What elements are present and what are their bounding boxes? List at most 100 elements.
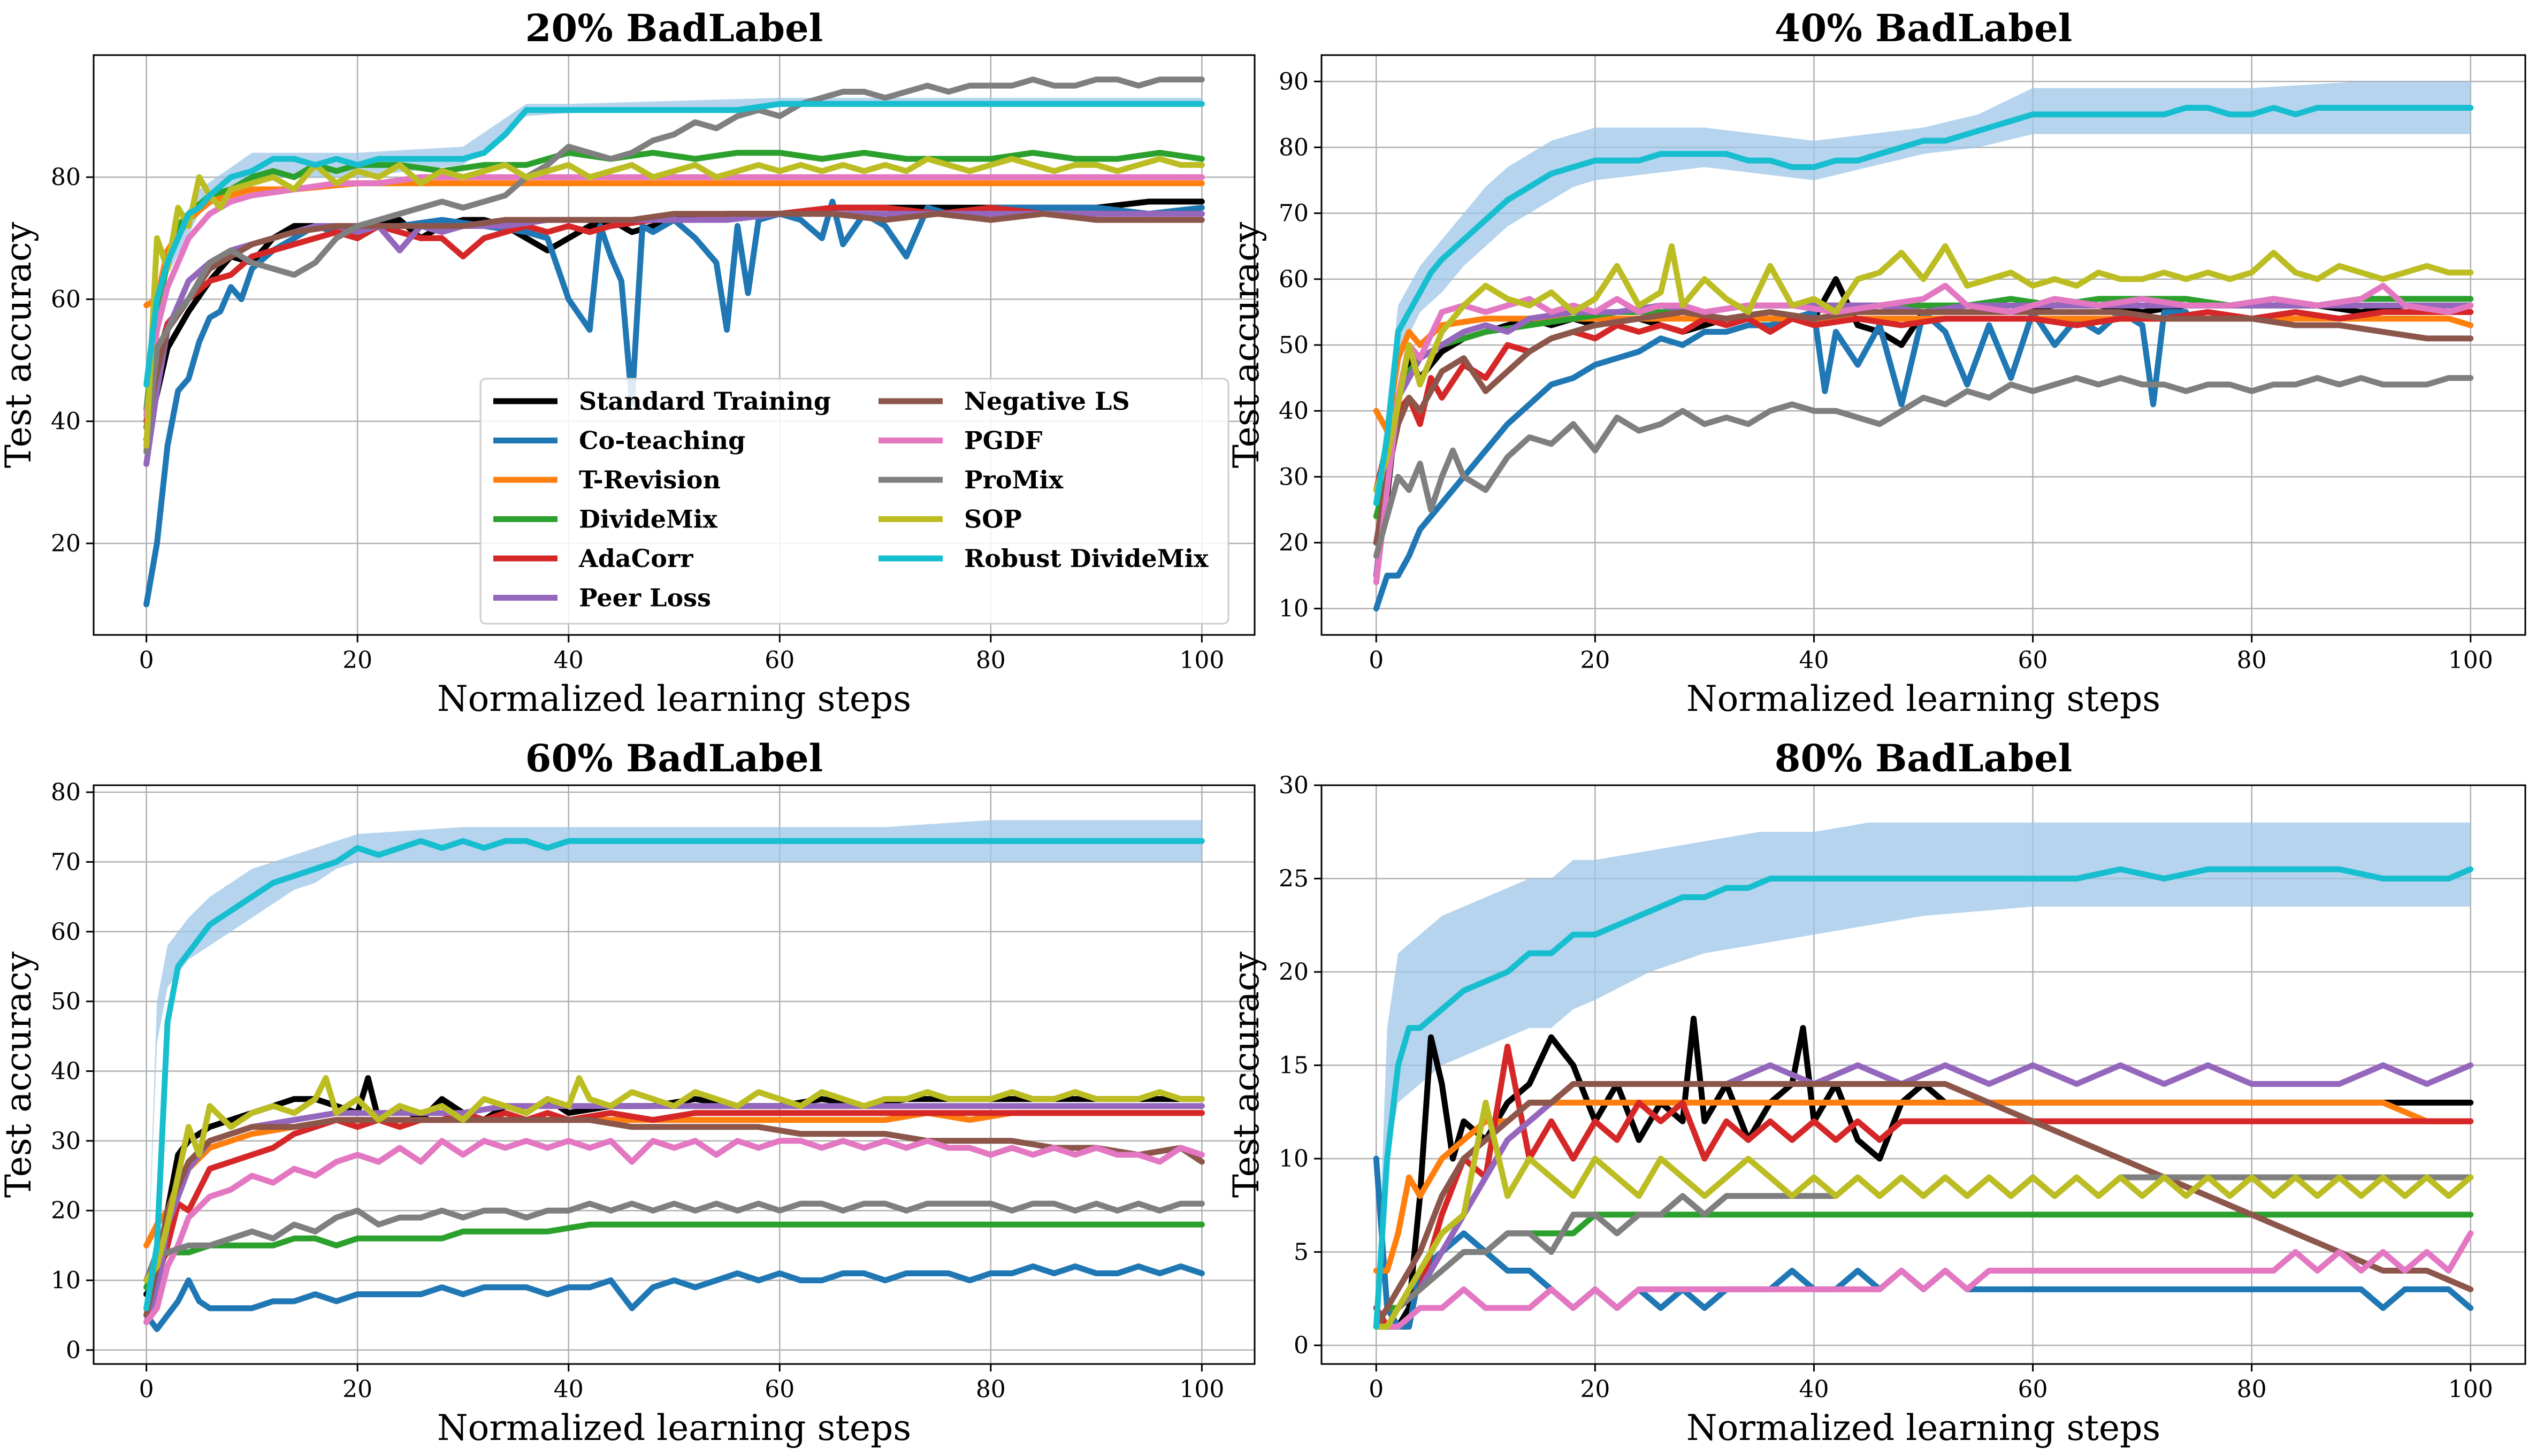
series-line-robust-dividemix — [1373, 105, 2474, 507]
x-tick-label: 40 — [554, 1376, 584, 1403]
series-line-negative-ls — [1373, 309, 2474, 546]
legend-item-robust-dividemix: Robust DivideMix — [879, 544, 1209, 573]
y-tick-label: 20 — [51, 530, 81, 557]
y-axis-label: Test accuracy — [0, 951, 39, 1198]
y-tick-label: 30 — [51, 1128, 81, 1155]
x-tick-label: 80 — [976, 647, 1006, 674]
legend: Standard Training Co-teaching T-Revision Di… — [479, 378, 1229, 625]
x-tick-label: 0 — [139, 1376, 154, 1403]
series-line-peer-loss — [1373, 302, 2474, 579]
series-line-t-revision — [1373, 1099, 2474, 1274]
panel-title: 20% BadLabel — [525, 6, 823, 50]
series-line-dividemix — [143, 1221, 1205, 1291]
series-line-adacorr — [1373, 309, 2474, 493]
series-line-dividemix — [1373, 1212, 2474, 1330]
legend-item-pgdf: PGDF — [879, 426, 1043, 455]
legend-label: Robust DivideMix — [964, 544, 1209, 573]
x-tick-label: 80 — [2237, 647, 2267, 674]
legend-item-dividemix: DivideMix — [493, 505, 717, 534]
legend-label: PGDF — [964, 426, 1043, 455]
x-tick-label: 100 — [2448, 647, 2493, 674]
confidence-band-robust-dividemix — [146, 97, 1202, 385]
x-axis-label: Normalized learning steps — [1686, 678, 2160, 719]
x-tick-label: 20 — [342, 647, 372, 674]
x-tick-label: 20 — [1580, 647, 1610, 674]
panel-title: 40% BadLabel — [1775, 6, 2072, 50]
series-line-negative-ls — [143, 211, 1205, 431]
series-line-promix — [143, 1200, 1205, 1284]
series-line-pgdf — [143, 1138, 1205, 1325]
confidence-band-robust-dividemix — [1376, 81, 2471, 503]
panel-title: 80% BadLabel — [1775, 736, 2072, 780]
y-tick-label: 10 — [1279, 1145, 1309, 1173]
series-line-sop — [1373, 1099, 2474, 1330]
y-tick-label: 40 — [1279, 397, 1309, 425]
plot-frame — [1320, 784, 2526, 1365]
series-line-dividemix — [1373, 296, 2474, 519]
y-tick-label: 0 — [66, 1337, 81, 1364]
series-line-co-teaching — [143, 1263, 1205, 1332]
y-tick-label: 0 — [1294, 1332, 1309, 1359]
panel-60-badlabel: 0 20 40 60 80 100 0 10 20 30 40 50 60 70 80 60% BadLabe… — [0, 736, 1256, 1449]
legend-label: Negative LS — [964, 387, 1130, 416]
y-tick-label: 70 — [1279, 200, 1309, 227]
confidence-band-robust-dividemix — [146, 820, 1202, 1308]
x-tick-label: 100 — [1179, 647, 1224, 674]
legend-item-adacorr: AdaCorr — [493, 544, 693, 573]
y-tick-label: 80 — [51, 164, 81, 191]
series-line-robust-dividemix — [143, 101, 1205, 388]
x-tick-label: 0 — [1369, 1376, 1384, 1403]
x-tick-label: 100 — [2448, 1376, 2493, 1403]
panel-40-badlabel: 0 20 40 60 80 100 10 20 30 40 50 60 70 80 90 40% BadLab… — [1226, 6, 2526, 719]
y-tick-label: 70 — [51, 848, 81, 876]
legend-item-promix: ProMix — [879, 465, 1064, 494]
x-tick-label: 100 — [1179, 1376, 1224, 1403]
x-axis-label: Normalized learning steps — [437, 1407, 911, 1449]
series-line-pgdf — [143, 174, 1205, 418]
x-tick-label: 40 — [554, 647, 584, 674]
legend-label: SOP — [964, 505, 1022, 534]
y-tick-label: 80 — [1279, 134, 1309, 161]
series-line-sop — [143, 1075, 1205, 1284]
series-line-robust-dividemix — [143, 838, 1205, 1312]
x-tick-label: 80 — [976, 1376, 1006, 1403]
series-line-adacorr — [143, 1110, 1205, 1312]
y-tick-label: 60 — [1279, 266, 1309, 293]
x-tick-label: 60 — [765, 647, 795, 674]
legend-box — [479, 378, 1229, 625]
panel-80-badlabel: 0 20 40 60 80 100 0 5 10 15 20 25 30 80% BadLabel Norm… — [1226, 736, 2526, 1449]
legend-label: Standard Training — [579, 387, 831, 416]
y-tick-label: 20 — [1279, 530, 1309, 557]
y-axis-label: Test accuracy — [0, 221, 39, 468]
series-line-pgdf — [1373, 282, 2474, 585]
y-tick-label: 20 — [51, 1197, 81, 1224]
plot-frame — [93, 784, 1256, 1365]
series-line-negative-ls — [1373, 1081, 2474, 1330]
x-tick-label: 60 — [2018, 647, 2048, 674]
y-tick-label: 30 — [1279, 772, 1309, 799]
x-tick-label: 0 — [1369, 647, 1384, 674]
y-tick-label: 20 — [1279, 959, 1309, 986]
y-tick-label: 50 — [51, 988, 81, 1015]
legend-label: AdaCorr — [578, 544, 693, 573]
x-tick-label: 0 — [139, 647, 154, 674]
x-tick-label: 20 — [1580, 1376, 1610, 1403]
y-tick-label: 60 — [51, 286, 81, 313]
confidence-band-robust-dividemix — [1376, 822, 2471, 1331]
y-tick-label: 50 — [1279, 332, 1309, 359]
y-tick-label: 80 — [51, 779, 81, 806]
y-tick-label: 15 — [1279, 1052, 1309, 1079]
legend-item-co-teaching: Co-teaching — [493, 426, 745, 455]
series-line-t-revision — [1373, 316, 2474, 434]
legend-item-standard-training: Standard Training — [493, 387, 831, 416]
x-tick-label: 40 — [1799, 1376, 1829, 1403]
x-axis-label: Normalized learning steps — [437, 678, 911, 719]
x-tick-label: 40 — [1799, 647, 1829, 674]
legend-label: T-Revision — [579, 465, 721, 494]
series-line-adacorr — [1373, 1044, 2474, 1330]
y-tick-label: 30 — [1279, 463, 1309, 491]
series-line-promix — [143, 76, 1205, 455]
x-tick-label: 20 — [342, 1376, 372, 1403]
x-tick-label: 80 — [2237, 1376, 2267, 1403]
